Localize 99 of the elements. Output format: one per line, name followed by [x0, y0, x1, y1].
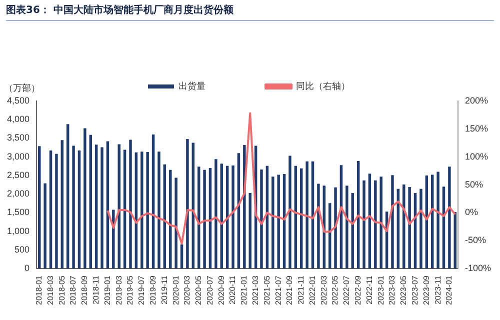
y-tick-label: 3,000	[6, 151, 30, 162]
bar	[123, 150, 126, 269]
x-tick-label: 2019-07	[137, 275, 146, 305]
y-tick-label: 1,000	[6, 226, 30, 236]
bar	[362, 180, 366, 269]
bar	[391, 175, 394, 269]
x-tick-label: 2021-01	[240, 275, 249, 305]
bar	[346, 186, 348, 269]
bar	[374, 180, 377, 269]
bar	[436, 172, 440, 269]
x-tick-label: 2023-11	[433, 275, 442, 304]
x-tick-label: 2023-07	[410, 275, 420, 305]
x-tick-label: 2022-09	[354, 275, 363, 305]
x-tick-label: 2021-03	[251, 275, 260, 305]
x-tick-label: 2023-01	[376, 275, 386, 305]
bar	[158, 152, 160, 269]
bar	[38, 146, 41, 269]
y-tick-label: 2,500	[6, 170, 30, 180]
bar	[78, 150, 81, 269]
bar	[334, 187, 337, 269]
x-tick-label: 2018-03	[46, 275, 55, 305]
y-tick-label: 500	[14, 244, 30, 254]
x-tick-label: 2020-11	[228, 275, 238, 304]
bar	[60, 140, 64, 269]
bar	[288, 156, 292, 269]
x-tick-label: 2021-05	[262, 275, 272, 305]
bar	[180, 244, 184, 269]
chart-title: 图表36： 中国大陆市场智能手机厂商月度出货份额	[6, 3, 494, 21]
y-tick-label: 4,000	[6, 114, 30, 124]
x-tick-label: 2020-05	[194, 275, 204, 305]
bar	[174, 178, 178, 269]
x-tick-label: 2018-01	[34, 275, 44, 305]
x-tick-label: 2019-11	[160, 275, 169, 304]
x-tick-label: 2021-11	[296, 275, 306, 304]
legend-label: 出货量	[178, 80, 206, 91]
bar	[72, 146, 75, 269]
x-tick-label: 2023-03	[388, 275, 397, 305]
bar	[89, 134, 92, 269]
bar	[55, 154, 58, 269]
x-tick-label: 2019-09	[148, 275, 158, 305]
y2-tick-label: 0%	[464, 207, 478, 218]
bar	[44, 183, 46, 269]
bar	[260, 170, 263, 269]
bar	[140, 152, 144, 269]
bar	[232, 165, 234, 269]
x-tick-label: 2019-05	[126, 275, 135, 305]
x-tick-label: 2020-01	[171, 275, 180, 305]
x-tick-label: 2020-03	[182, 275, 192, 305]
y2-tick-label: 150%	[464, 123, 488, 134]
y2-tick-label: 50%	[464, 179, 483, 190]
bar	[306, 161, 308, 269]
bar	[100, 147, 104, 269]
bar	[146, 152, 149, 269]
x-tick-label: 2018-11	[92, 275, 101, 304]
y-tick-label: 3,500	[6, 132, 30, 143]
x-tick-label: 2024-01	[444, 275, 454, 305]
y2-tick-label: -100%	[464, 263, 491, 274]
y2-tick-label: -50%	[464, 235, 486, 246]
x-tick-label: 2019-01	[102, 275, 112, 305]
x-tick-label: 2018-09	[80, 275, 90, 305]
x-tick-label: 2022-01	[308, 275, 317, 305]
bar	[49, 150, 52, 269]
bar	[94, 144, 98, 269]
bar	[66, 124, 70, 269]
bar	[448, 166, 451, 269]
bar	[420, 188, 422, 269]
x-tick-label: 2021-09	[285, 275, 294, 305]
y2-tick-label: 100%	[464, 151, 488, 162]
bar	[277, 174, 280, 269]
x-tick-label: 2020-07	[205, 275, 214, 305]
x-tick-label: 2018-07	[68, 275, 78, 305]
x-tick-label: 2018-05	[57, 275, 66, 305]
bar	[186, 139, 189, 269]
bar	[152, 134, 155, 269]
x-tick-label: 2020-09	[216, 275, 226, 305]
y-axis-title: （万部）	[4, 82, 40, 94]
bar	[248, 193, 252, 269]
x-tick-label: 2022-05	[330, 275, 340, 305]
x-tick-label: 2021-07	[274, 275, 283, 305]
y-tick-label: 2,000	[6, 188, 30, 199]
bar	[408, 187, 411, 269]
x-tick-label: 2023-09	[422, 275, 431, 305]
x-tick-label: 2022-11	[364, 275, 374, 304]
y-tick-label: 0	[24, 263, 30, 274]
x-tick-label: 2019-03	[114, 275, 124, 305]
y-tick-label: 4,500	[6, 95, 30, 106]
bar	[84, 128, 86, 269]
y2-tick-label: 200%	[464, 95, 488, 106]
y-tick-label: 1,500	[6, 207, 30, 218]
bar	[317, 184, 320, 269]
bar	[203, 170, 206, 269]
bar	[129, 140, 132, 269]
bar	[214, 159, 218, 269]
bar	[118, 144, 120, 269]
bar	[380, 176, 382, 269]
x-tick-label: 2022-07	[342, 275, 352, 305]
x-tick-label: 2022-03	[319, 275, 328, 305]
x-tick-label: 2023-05	[399, 275, 408, 305]
legend-label: 同比（右轴）	[296, 80, 350, 91]
